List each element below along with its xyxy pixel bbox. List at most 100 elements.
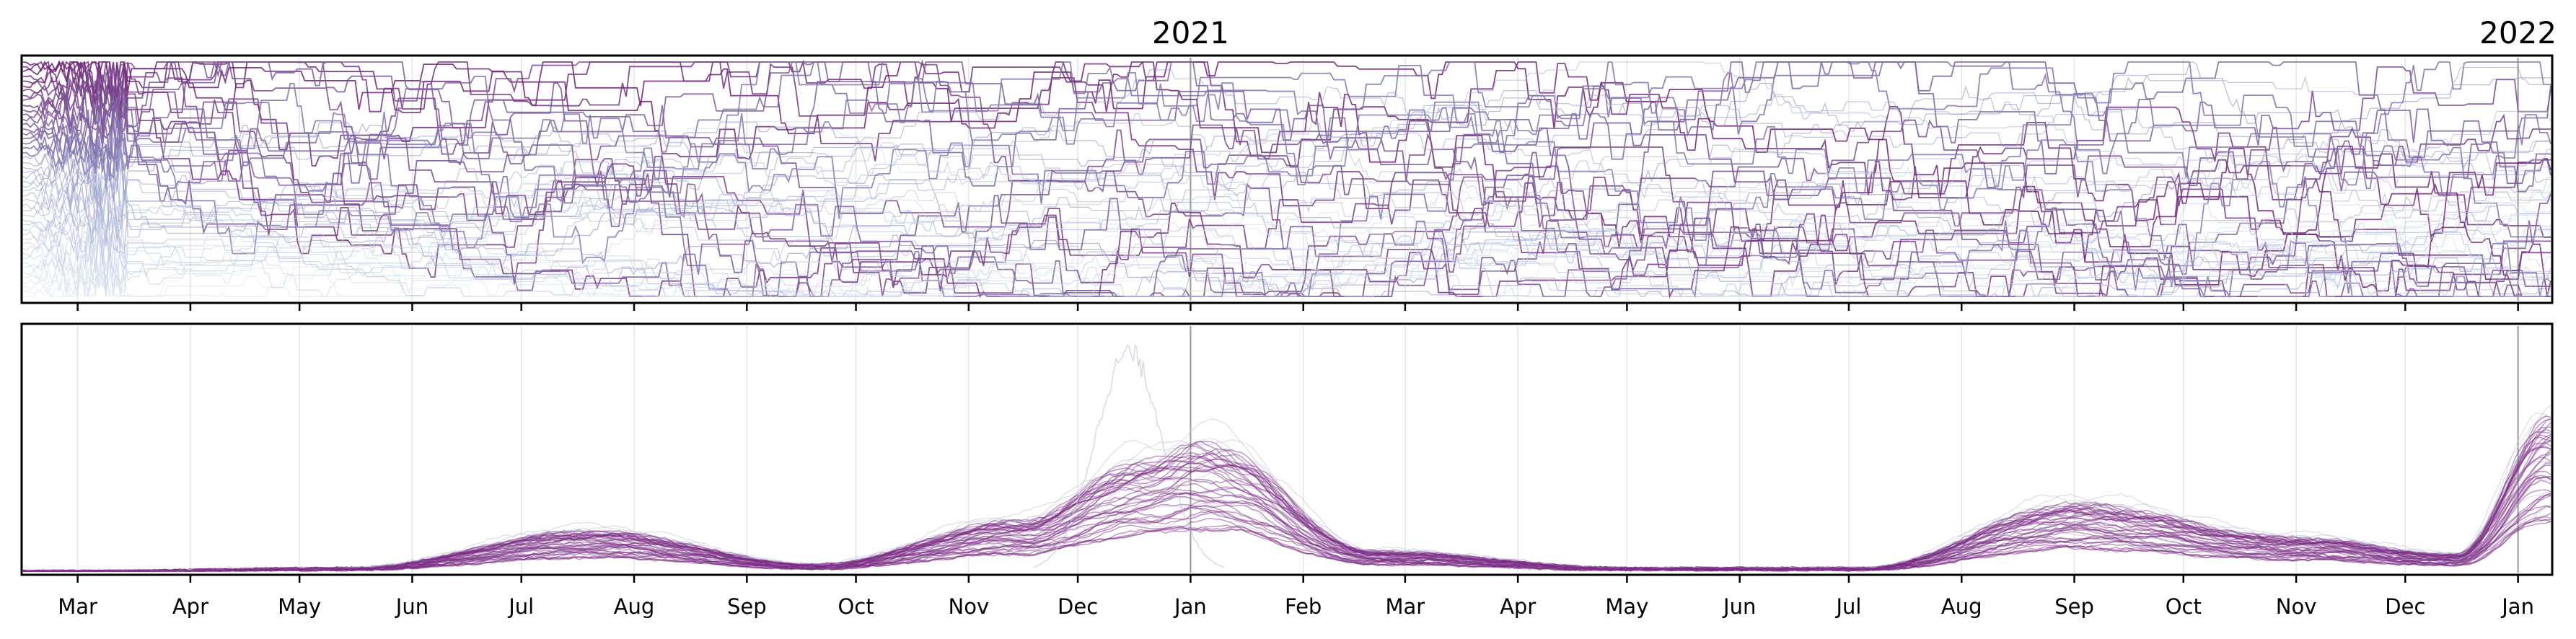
- level-panel-gridlines: [76, 326, 2519, 573]
- month-tick-label: May: [278, 594, 321, 619]
- level-series-line: [22, 456, 2551, 572]
- rank-series-line: [22, 182, 2551, 298]
- rank-panel-tick-marks: [76, 303, 2519, 311]
- level-series-line: [23, 479, 2551, 572]
- month-tick-label: Feb: [1285, 594, 1322, 619]
- year-label: 2021: [1152, 15, 1229, 50]
- rank-series-line: [22, 213, 2551, 298]
- rank-series-line: [22, 71, 2551, 297]
- level-series-line: [23, 521, 2551, 572]
- level-series-line: [23, 475, 2551, 572]
- rank-series-line: [22, 61, 2551, 269]
- level-series-line: [22, 415, 2551, 572]
- level-series-line: [22, 440, 2551, 572]
- level-series-line: [22, 436, 2551, 572]
- rank-series-line: [22, 61, 2551, 228]
- month-tick-label: Sep: [727, 594, 767, 619]
- rank-series-line: [22, 61, 2551, 228]
- month-tick-label: Jul: [507, 594, 534, 619]
- year-labels: 2021 2022: [1152, 15, 2557, 50]
- month-tick-label: Aug: [614, 594, 655, 619]
- month-tick-label: Dec: [2385, 594, 2425, 619]
- rank-series-line: [22, 113, 2551, 244]
- rank-panel-series: [22, 59, 2551, 299]
- month-tick-label: Jun: [1722, 594, 1756, 619]
- month-tick-label: Nov: [949, 594, 990, 619]
- month-tick-label: Apr: [172, 594, 208, 619]
- level-series-line: [22, 434, 2551, 572]
- level-series-line: [22, 446, 2551, 572]
- level-series-line: [22, 413, 2551, 572]
- month-tick-label: Jun: [395, 594, 428, 619]
- rank-panel: 2021 2022: [20, 15, 2557, 311]
- level-series-line: [22, 489, 2551, 572]
- level-panel: Mar Apr May Jun Jul Aug Sep Oct Nov Dec Jan Feb Mar A…: [20, 322, 2554, 619]
- month-tick-label: Apr: [1500, 594, 1536, 619]
- rank-series-line: [22, 76, 2551, 299]
- rank-series-line: [22, 121, 2551, 298]
- rank-series-line: [23, 257, 2551, 298]
- level-series-line: [22, 433, 2551, 572]
- month-tick-label: Oct: [2166, 594, 2202, 619]
- level-series-line: [23, 519, 2551, 572]
- rank-series-line: [22, 66, 2551, 232]
- month-labels: Mar Apr May Jun Jul Aug Sep Oct Nov Dec Jan Feb Mar A…: [58, 594, 2534, 619]
- rank-series-line: [22, 218, 2551, 297]
- month-tick-label: Jul: [1834, 594, 1861, 619]
- level-series-line: [22, 461, 2551, 572]
- level-series-line: [22, 480, 2551, 572]
- rank-series-line: [22, 85, 2551, 206]
- month-tick-label: May: [1605, 594, 1648, 619]
- month-tick-label: Nov: [2276, 594, 2317, 619]
- month-tick-label: Dec: [1058, 594, 1098, 619]
- month-tick-label: Oct: [838, 594, 874, 619]
- rank-series-line: [22, 61, 2551, 299]
- level-series-line: [23, 464, 2551, 572]
- rank-series-line: [22, 162, 2551, 298]
- level-series-line: [22, 492, 2551, 572]
- level-series-line: [22, 475, 2551, 572]
- level-series-line: [23, 518, 2551, 572]
- level-series-line: [22, 431, 2551, 572]
- level-series-line: [23, 492, 2551, 572]
- level-series-line: [22, 505, 2551, 572]
- level-series-line: [22, 493, 2551, 572]
- level-panel-tick-marks: [76, 575, 2519, 583]
- rank-panel-frame: [20, 54, 2554, 304]
- level-series-line: [23, 464, 2551, 572]
- rank-series-line: [22, 214, 2551, 295]
- month-tick-label: Jan: [1173, 594, 1207, 619]
- level-outlier-line: [1033, 343, 1224, 568]
- rank-series-line: [22, 60, 2551, 292]
- rank-series-line: [22, 61, 2551, 194]
- month-tick-label: Sep: [2054, 594, 2094, 619]
- month-tick-label: Jan: [2500, 594, 2534, 619]
- rank-series-line: [22, 220, 2551, 297]
- level-series-line: [22, 418, 2551, 572]
- level-panel-frame: [20, 322, 2554, 576]
- rank-series-line: [22, 190, 2551, 297]
- level-series-line: [22, 476, 2551, 572]
- rank-series-line: [22, 105, 2551, 238]
- year-label: 2022: [2479, 15, 2557, 50]
- rank-series-line: [22, 61, 2551, 202]
- month-tick-label: Mar: [1385, 594, 1425, 619]
- month-tick-label: Aug: [1941, 594, 1982, 619]
- month-tick-label: Mar: [58, 594, 97, 619]
- level-series-line: [22, 451, 2551, 572]
- rank-series-line: [22, 61, 2551, 298]
- level-series-line: [22, 505, 2551, 572]
- level-series-line: [22, 446, 2551, 572]
- rank-series-line: [22, 120, 2551, 263]
- level-series-line: [22, 415, 2551, 572]
- level-series-line: [22, 440, 2551, 572]
- level-series-line: [22, 449, 2551, 572]
- rank-series-line: [22, 219, 2551, 297]
- level-series-line: [22, 426, 2551, 572]
- rank-series-line: [22, 146, 2551, 243]
- level-series-line: [22, 442, 2551, 572]
- level-series-line: [22, 462, 2551, 572]
- rank-series-line: [22, 191, 2551, 297]
- rank-series-line: [22, 162, 2551, 293]
